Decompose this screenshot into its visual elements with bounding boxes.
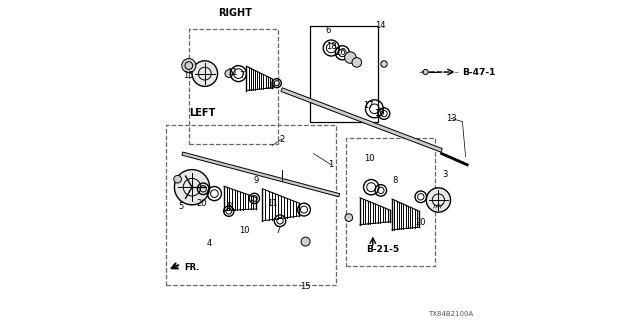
Text: 17: 17 xyxy=(363,101,373,110)
Bar xyxy=(346,138,435,266)
Text: 11: 11 xyxy=(267,199,277,208)
Bar xyxy=(166,125,336,285)
Text: 6: 6 xyxy=(325,26,331,35)
Circle shape xyxy=(301,237,310,246)
Text: LEFT: LEFT xyxy=(189,108,215,118)
Text: TX84B2100A: TX84B2100A xyxy=(428,311,474,317)
Text: B-47-1: B-47-1 xyxy=(462,68,496,76)
Bar xyxy=(310,26,378,122)
Text: 18: 18 xyxy=(326,42,337,51)
Text: B-21-5: B-21-5 xyxy=(366,245,399,254)
Circle shape xyxy=(423,69,428,75)
Text: 7: 7 xyxy=(276,226,281,235)
Bar xyxy=(189,29,278,144)
Circle shape xyxy=(426,188,451,212)
Text: 14: 14 xyxy=(376,21,386,30)
Text: 2: 2 xyxy=(279,135,284,144)
Text: 15: 15 xyxy=(300,282,311,291)
Circle shape xyxy=(225,70,233,77)
Text: 20: 20 xyxy=(196,199,207,208)
Text: RIGHT: RIGHT xyxy=(218,8,252,18)
Bar xyxy=(281,88,442,152)
Circle shape xyxy=(182,59,196,73)
Circle shape xyxy=(345,214,353,221)
Circle shape xyxy=(381,61,387,67)
Text: 9: 9 xyxy=(269,82,275,91)
Circle shape xyxy=(174,175,182,183)
Text: 15: 15 xyxy=(184,71,194,80)
Text: 3: 3 xyxy=(442,170,447,179)
Circle shape xyxy=(192,61,218,86)
Text: 4: 4 xyxy=(207,239,212,248)
Circle shape xyxy=(344,52,356,63)
Text: 10: 10 xyxy=(364,154,375,163)
Text: 7: 7 xyxy=(239,71,244,80)
Text: 19: 19 xyxy=(374,109,385,118)
Text: 16: 16 xyxy=(335,48,346,57)
Text: 11: 11 xyxy=(227,68,237,76)
Text: 8: 8 xyxy=(226,202,232,211)
Text: 9: 9 xyxy=(253,176,259,185)
Text: 10: 10 xyxy=(239,226,250,235)
Text: 8: 8 xyxy=(392,176,398,185)
Text: 1: 1 xyxy=(328,160,334,169)
Text: 13: 13 xyxy=(446,114,456,123)
Text: 20: 20 xyxy=(415,218,426,227)
Text: 5: 5 xyxy=(178,202,184,211)
Text: FR.: FR. xyxy=(184,263,200,272)
Circle shape xyxy=(352,58,362,67)
Bar xyxy=(182,152,340,197)
Circle shape xyxy=(174,170,210,205)
